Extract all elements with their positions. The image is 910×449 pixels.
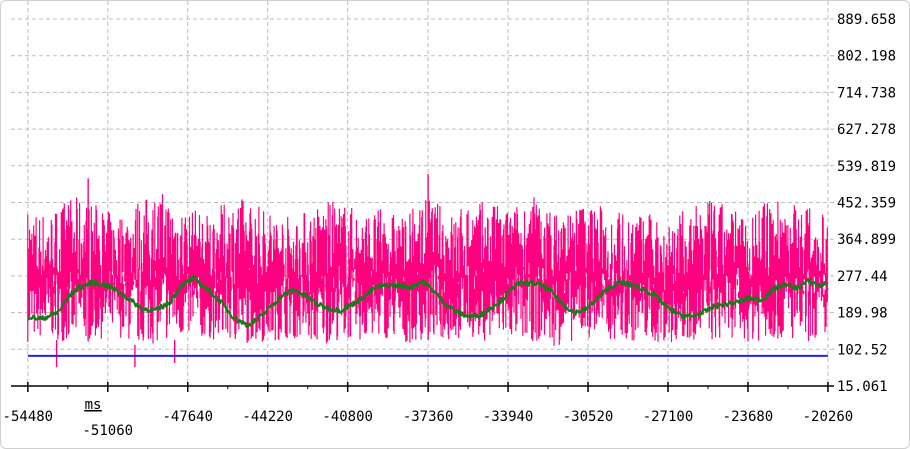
x-tick-label: -44220 <box>242 409 293 425</box>
x-tick-label: -30520 <box>563 409 614 425</box>
x-tick-label: -51060 <box>83 423 134 439</box>
y-tick-label: 102.52 <box>837 342 888 358</box>
x-tick-label: -27100 <box>643 409 694 425</box>
x-tick-label: -37360 <box>403 409 454 425</box>
smoothed-signal-line <box>27 274 828 328</box>
y-axis: 15.061 102.52 189.98 277.44 364.899 452.359 53… <box>837 12 896 395</box>
series-smoothed-signal <box>27 274 828 328</box>
y-tick-label: 539.819 <box>837 159 896 175</box>
x-tick-label: -20260 <box>803 409 854 425</box>
x-tick-label: -40800 <box>322 409 373 425</box>
x-tick-label: -54480 <box>3 409 54 425</box>
y-tick-label: 714.738 <box>837 85 896 101</box>
x-tick-label: -33940 <box>483 409 534 425</box>
grid <box>11 1 834 387</box>
x-tick-label: -23680 <box>723 409 774 425</box>
y-tick-label: 277.44 <box>837 269 888 285</box>
y-tick-label: 364.899 <box>837 232 896 248</box>
y-tick-label: 452.359 <box>837 196 896 212</box>
raw-signal-line <box>27 194 829 346</box>
x-unit-label: ms <box>85 397 102 413</box>
y-tick-label: 189.98 <box>837 306 888 322</box>
x-tick-label: -47640 <box>162 409 213 425</box>
y-tick-label: 627.278 <box>837 122 896 138</box>
y-tick-label: 15.061 <box>837 379 888 395</box>
series-raw-signal <box>27 174 829 368</box>
y-tick-label: 802.198 <box>837 49 896 65</box>
x-axis: -54480 -51060 -47640 -44220 -40800 -37360 -339… <box>3 382 854 439</box>
y-tick-label: 889.658 <box>837 12 896 28</box>
